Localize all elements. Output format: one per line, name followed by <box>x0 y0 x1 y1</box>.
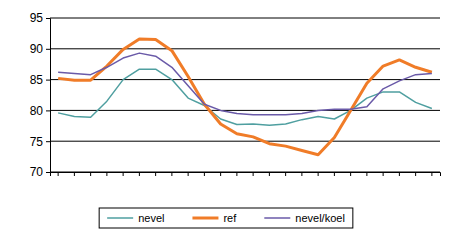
x-tick-mark <box>431 172 432 176</box>
y-tick-mark <box>46 49 50 50</box>
x-tick <box>431 172 432 176</box>
y-tick: 90 <box>30 42 50 56</box>
y-tick-label: 80 <box>30 104 44 118</box>
grid-line <box>50 141 440 142</box>
x-tick <box>220 172 221 176</box>
x-tick-mark <box>90 172 91 176</box>
y-tick-mark <box>46 141 50 142</box>
x-tick-mark <box>366 172 367 176</box>
series-line <box>58 39 432 155</box>
x-tick-mark <box>285 172 286 176</box>
x-axis-line <box>51 173 441 177</box>
x-tick-mark <box>236 172 237 176</box>
x-tick <box>269 172 270 176</box>
x-tick <box>74 172 75 176</box>
x-tick <box>123 172 124 176</box>
x-tick <box>171 172 172 176</box>
x-tick <box>188 172 189 176</box>
x-tick <box>415 172 416 176</box>
x-tick <box>253 172 254 176</box>
x-tick-mark <box>188 172 189 176</box>
x-tick <box>204 172 205 176</box>
x-tick-mark <box>350 172 351 176</box>
x-tick <box>301 172 302 176</box>
x-tick-mark <box>58 172 59 176</box>
x-tick <box>106 172 107 176</box>
y-tick-label: 90 <box>30 42 44 56</box>
y-tick-mark <box>46 172 50 173</box>
x-tick-mark <box>415 172 416 176</box>
grid-line <box>50 48 440 49</box>
y-tick: 95 <box>30 11 50 25</box>
y-axis-line <box>46 19 51 173</box>
y-tick-label: 95 <box>30 11 44 25</box>
y-tick: 85 <box>30 73 50 87</box>
x-tick-mark <box>253 172 254 176</box>
x-tick-mark <box>171 172 172 176</box>
legend-item: ref <box>192 212 237 224</box>
plot: 70 75 80 85 90 95 <box>30 11 441 179</box>
legend-swatch <box>107 217 133 219</box>
x-tick-mark <box>220 172 221 176</box>
grid-line <box>50 110 440 111</box>
x-tick <box>139 172 140 176</box>
x-tick <box>318 172 319 176</box>
x-tick-mark <box>155 172 156 176</box>
y-tick-mark <box>46 18 50 19</box>
x-tick-mark <box>318 172 319 176</box>
y-tick-label: 85 <box>30 73 44 87</box>
y-tick-mark <box>46 80 50 81</box>
x-tick <box>383 172 384 176</box>
chart: 70 75 80 85 90 95 nevel ref nevel/koel <box>0 0 452 238</box>
grid-line <box>50 18 440 19</box>
grid-line <box>50 79 440 80</box>
x-tick-mark <box>269 172 270 176</box>
x-tick <box>334 172 335 176</box>
x-tick <box>285 172 286 176</box>
series-lines <box>58 39 432 155</box>
x-axis <box>51 172 441 176</box>
grid <box>50 18 440 172</box>
legend-item: nevel <box>107 212 164 224</box>
x-tick-mark <box>123 172 124 176</box>
legend-swatch <box>192 217 218 220</box>
x-tick-mark <box>399 172 400 176</box>
x-tick-mark <box>139 172 140 176</box>
x-tick <box>350 172 351 176</box>
x-tick <box>366 172 367 176</box>
x-tick-mark <box>74 172 75 176</box>
legend-swatch <box>264 217 290 219</box>
legend: nevel ref nevel/koel <box>99 208 353 228</box>
x-tick-mark <box>204 172 205 176</box>
y-tick: 70 <box>30 165 50 179</box>
x-tick <box>58 172 59 176</box>
y-tick: 80 <box>30 104 50 118</box>
series-line <box>58 53 432 115</box>
y-axis: 70 75 80 85 90 95 <box>30 11 51 179</box>
y-tick-label: 75 <box>30 135 44 149</box>
legend-label: nevel <box>138 212 164 224</box>
x-tick-mark <box>383 172 384 176</box>
legend-box <box>99 208 353 228</box>
x-tick <box>155 172 156 176</box>
x-tick-mark <box>334 172 335 176</box>
x-tick <box>236 172 237 176</box>
legend-item: nevel/koel <box>264 212 345 224</box>
legend-label: ref <box>223 212 237 224</box>
x-tick-mark <box>301 172 302 176</box>
x-tick <box>90 172 91 176</box>
legend-label: nevel/koel <box>295 212 345 224</box>
y-tick-label: 70 <box>30 165 44 179</box>
y-tick: 75 <box>30 135 50 149</box>
x-tick <box>399 172 400 176</box>
x-tick-mark <box>106 172 107 176</box>
y-tick-mark <box>46 110 50 111</box>
